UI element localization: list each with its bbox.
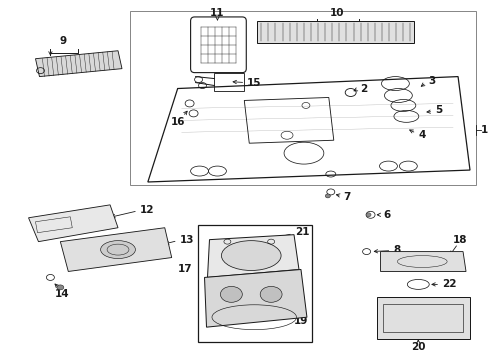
Text: 14: 14 xyxy=(55,289,69,300)
Text: 11: 11 xyxy=(210,8,224,18)
Text: 19: 19 xyxy=(293,316,308,326)
Bar xyxy=(383,304,462,332)
Bar xyxy=(214,73,244,90)
Ellipse shape xyxy=(325,194,329,198)
Ellipse shape xyxy=(260,287,282,302)
Text: 13: 13 xyxy=(179,235,194,245)
Text: 12: 12 xyxy=(140,205,154,215)
Polygon shape xyxy=(36,51,122,77)
Text: 1: 1 xyxy=(480,125,487,135)
Ellipse shape xyxy=(221,240,281,270)
Text: 6: 6 xyxy=(383,210,390,220)
Polygon shape xyxy=(380,252,465,271)
Polygon shape xyxy=(60,228,171,271)
Polygon shape xyxy=(28,205,118,242)
Text: 5: 5 xyxy=(434,105,442,116)
Text: 22: 22 xyxy=(441,279,456,289)
Text: 17: 17 xyxy=(178,265,192,274)
Text: 10: 10 xyxy=(329,8,344,18)
Text: 20: 20 xyxy=(410,342,425,352)
Ellipse shape xyxy=(57,285,64,290)
Text: 4: 4 xyxy=(417,130,425,140)
Ellipse shape xyxy=(366,213,370,217)
Text: 3: 3 xyxy=(427,76,435,86)
Text: 21: 21 xyxy=(294,227,309,237)
Ellipse shape xyxy=(220,287,242,302)
Text: 2: 2 xyxy=(360,84,367,94)
Polygon shape xyxy=(207,235,298,278)
Text: 9: 9 xyxy=(60,36,67,46)
Text: 16: 16 xyxy=(170,117,184,127)
Bar xyxy=(257,21,413,43)
Text: 7: 7 xyxy=(343,192,350,202)
Text: 18: 18 xyxy=(452,235,467,245)
Text: 15: 15 xyxy=(247,77,261,87)
Bar xyxy=(130,11,475,185)
Polygon shape xyxy=(204,270,306,327)
Bar xyxy=(197,225,311,342)
Text: 8: 8 xyxy=(393,244,400,255)
Ellipse shape xyxy=(101,240,135,258)
Polygon shape xyxy=(376,297,469,339)
